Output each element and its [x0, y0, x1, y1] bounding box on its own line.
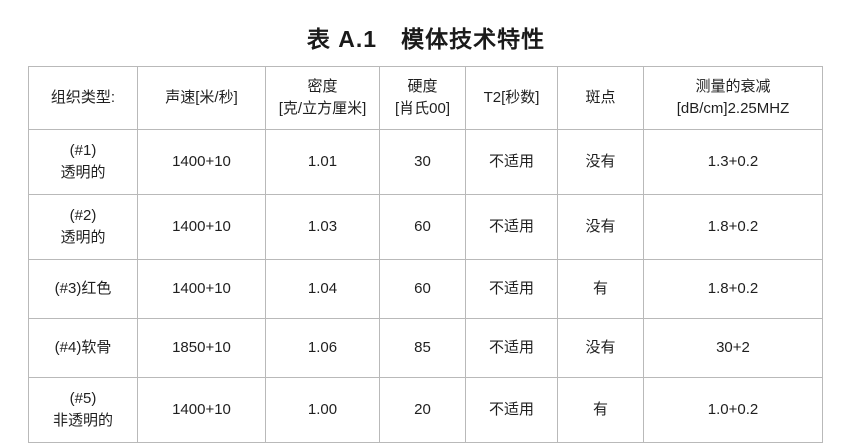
document-page: 表 A.1 模体技术特性 组织类型: 声速[米/秒] 密度 [克/立方厘米] 硬… [28, 26, 823, 443]
table-row: (#5) 非透明的 1400+10 1.00 20 不适用 有 1.0+0.2 [28, 377, 823, 443]
cell-sound-speed: 1850+10 [137, 318, 266, 378]
cell-attenuation: 1.3+0.2 [643, 129, 823, 195]
cell-hardness: 85 [379, 318, 466, 378]
cell-speckle: 有 [557, 259, 644, 319]
cell-density: 1.04 [265, 259, 380, 319]
cell-t2: 不适用 [465, 318, 558, 378]
cell-tissue-type: (#3)红色 [28, 259, 138, 319]
cell-density: 1.06 [265, 318, 380, 378]
table-row: (#4)软骨 1850+10 1.06 85 不适用 没有 30+2 [28, 318, 823, 378]
cell-speckle: 有 [557, 377, 644, 443]
cell-hardness: 20 [379, 377, 466, 443]
cell-speckle: 没有 [557, 194, 644, 260]
cell-sound-speed: 1400+10 [137, 377, 266, 443]
cell-attenuation: 1.0+0.2 [643, 377, 823, 443]
cell-density: 1.00 [265, 377, 380, 443]
column-header-tissue-type: 组织类型: [28, 66, 138, 130]
spec-table-container: 组织类型: 声速[米/秒] 密度 [克/立方厘米] 硬度 [肖氏00] T2[秒… [28, 66, 823, 443]
cell-attenuation: 1.8+0.2 [643, 194, 823, 260]
cell-sound-speed: 1400+10 [137, 129, 266, 195]
cell-tissue-type: (#4)软骨 [28, 318, 138, 378]
cell-density: 1.01 [265, 129, 380, 195]
cell-sound-speed: 1400+10 [137, 259, 266, 319]
table-row: (#2) 透明的 1400+10 1.03 60 不适用 没有 1.8+0.2 [28, 194, 823, 260]
table-row: (#3)红色 1400+10 1.04 60 不适用 有 1.8+0.2 [28, 259, 823, 319]
table-row: (#1) 透明的 1400+10 1.01 30 不适用 没有 1.3+0.2 [28, 129, 823, 195]
cell-hardness: 60 [379, 259, 466, 319]
cell-attenuation: 30+2 [643, 318, 823, 378]
column-header-attenuation: 测量的衰减 [dB/cm]2.25MHZ [643, 66, 823, 130]
cell-t2: 不适用 [465, 129, 558, 195]
cell-t2: 不适用 [465, 377, 558, 443]
cell-attenuation: 1.8+0.2 [643, 259, 823, 319]
phantom-spec-table: 组织类型: 声速[米/秒] 密度 [克/立方厘米] 硬度 [肖氏00] T2[秒… [28, 66, 823, 443]
column-header-t2: T2[秒数] [465, 66, 558, 130]
cell-tissue-type: (#1) 透明的 [28, 129, 138, 195]
cell-hardness: 60 [379, 194, 466, 260]
cell-tissue-type: (#5) 非透明的 [28, 377, 138, 443]
cell-speckle: 没有 [557, 318, 644, 378]
table-header-row: 组织类型: 声速[米/秒] 密度 [克/立方厘米] 硬度 [肖氏00] T2[秒… [28, 66, 823, 130]
cell-t2: 不适用 [465, 194, 558, 260]
cell-hardness: 30 [379, 129, 466, 195]
cell-density: 1.03 [265, 194, 380, 260]
column-header-density: 密度 [克/立方厘米] [265, 66, 380, 130]
column-header-hardness: 硬度 [肖氏00] [379, 66, 466, 130]
cell-sound-speed: 1400+10 [137, 194, 266, 260]
column-header-speckle: 斑点 [557, 66, 644, 130]
column-header-sound-speed: 声速[米/秒] [137, 66, 266, 130]
page-title: 表 A.1 模体技术特性 [306, 26, 546, 52]
cell-speckle: 没有 [557, 129, 644, 195]
cell-t2: 不适用 [465, 259, 558, 319]
cell-tissue-type: (#2) 透明的 [28, 194, 138, 260]
